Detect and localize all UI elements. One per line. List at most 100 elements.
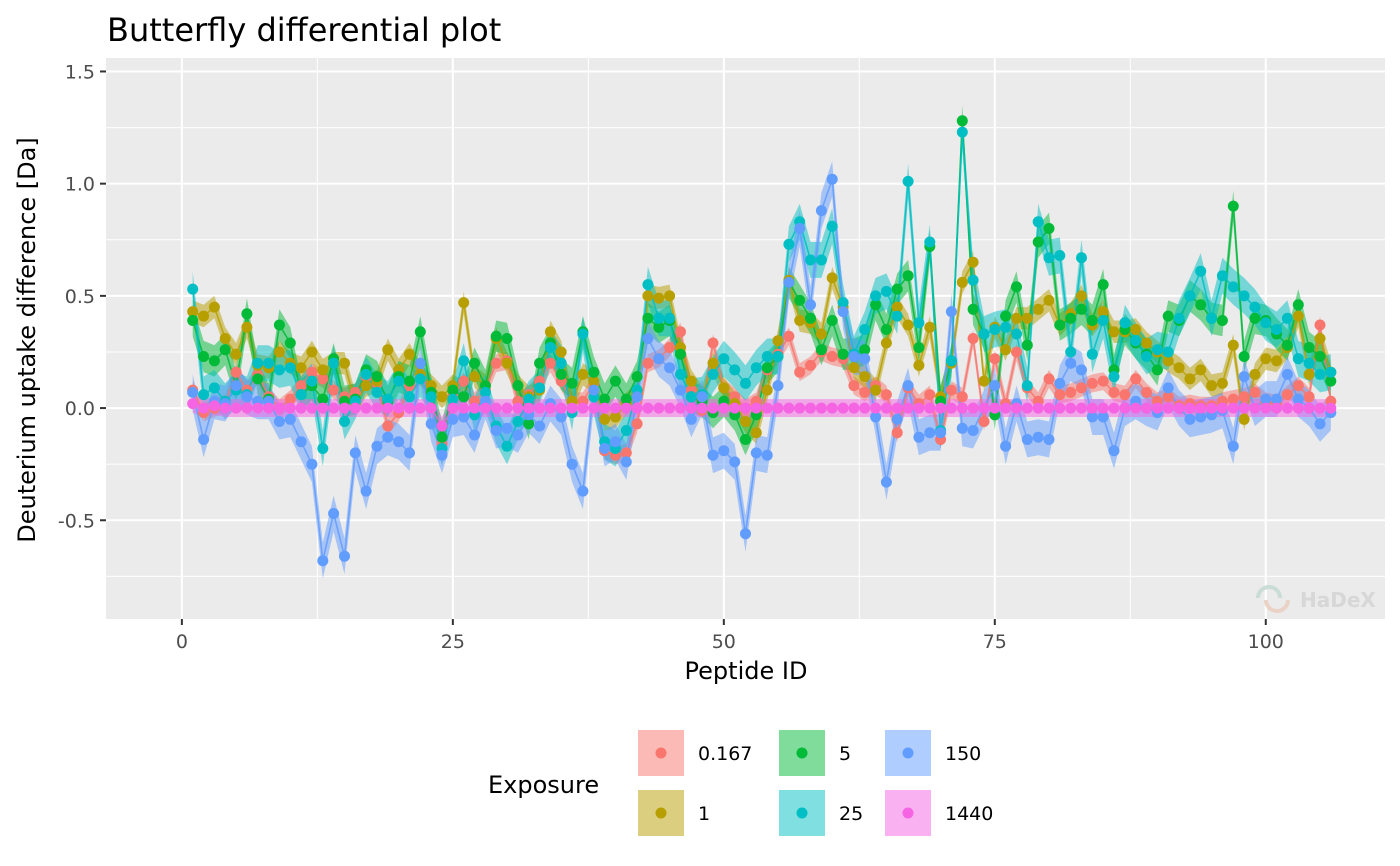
point-150	[1184, 413, 1196, 425]
point-150	[815, 205, 827, 217]
point-0.167	[1097, 375, 1109, 387]
point-1440	[523, 402, 535, 414]
point-0.167	[956, 391, 968, 403]
point-1440	[1108, 402, 1120, 414]
point-150	[447, 413, 459, 425]
point-1440	[761, 402, 773, 414]
point-1440	[848, 402, 860, 414]
point-25	[718, 353, 730, 365]
point-5	[284, 337, 296, 349]
point-1440	[512, 402, 524, 414]
point-25	[924, 236, 936, 248]
point-1440	[306, 402, 318, 414]
point-25	[1249, 301, 1261, 313]
point-1	[219, 333, 231, 344]
point-1	[1021, 312, 1033, 324]
chart-title: Butterfly differential plot	[107, 11, 501, 49]
point-1	[707, 357, 719, 369]
point-1	[1043, 294, 1055, 306]
point-1440	[1271, 402, 1283, 414]
point-150	[187, 386, 199, 398]
point-1440	[989, 402, 1001, 414]
point-1	[815, 328, 827, 340]
point-1440	[566, 402, 578, 414]
point-150	[328, 508, 340, 519]
point-150	[664, 362, 676, 374]
point-1	[208, 301, 220, 313]
point-150	[967, 425, 979, 436]
point-1	[339, 357, 350, 369]
point-1440	[620, 402, 632, 414]
point-0.167	[490, 357, 502, 369]
point-25	[1184, 290, 1196, 302]
point-150	[425, 418, 437, 430]
point-5	[1195, 299, 1207, 311]
point-25	[1011, 328, 1022, 340]
point-1440	[534, 402, 546, 414]
point-1	[1249, 368, 1261, 380]
point-1	[880, 337, 892, 349]
point-1	[978, 375, 990, 387]
point-1	[1162, 355, 1174, 367]
point-150	[1108, 445, 1120, 457]
point-25	[1130, 335, 1142, 347]
point-150	[1054, 377, 1066, 389]
point-150	[1162, 382, 1174, 394]
point-5	[870, 299, 882, 311]
point-0.167	[544, 357, 556, 369]
point-150	[588, 384, 600, 396]
line-0.167	[191, 324, 1332, 457]
point-5	[599, 393, 611, 405]
point-1	[1000, 344, 1012, 356]
point-25	[1054, 250, 1066, 261]
hadex-watermark: HaDeX	[1256, 585, 1376, 613]
y-tick-label: -0.5	[58, 510, 95, 532]
point-0.167	[1108, 386, 1120, 398]
point-1440	[675, 402, 686, 414]
point-1440	[783, 402, 795, 414]
point-1	[750, 427, 762, 439]
point-150	[794, 223, 806, 234]
point-0.167	[458, 375, 470, 387]
point-25	[1108, 371, 1120, 383]
point-150	[317, 555, 329, 567]
point-25	[1195, 265, 1207, 277]
point-1	[458, 297, 470, 309]
point-5	[490, 330, 502, 342]
point-1	[891, 301, 903, 313]
point-25	[187, 283, 199, 295]
point-1440	[794, 402, 806, 414]
point-150	[393, 436, 405, 448]
point-5	[913, 342, 925, 353]
point-25	[512, 416, 524, 427]
point-1440	[1162, 402, 1174, 414]
point-25	[404, 391, 415, 403]
point-150	[490, 425, 502, 436]
point-1	[187, 306, 199, 318]
point-1	[859, 371, 871, 383]
point-1440	[1249, 402, 1261, 414]
point-1	[794, 315, 806, 326]
point-1440	[328, 402, 340, 414]
point-25	[317, 443, 329, 454]
point-1440	[1130, 402, 1142, 414]
point-25	[1151, 344, 1163, 356]
point-150	[284, 413, 296, 425]
point-1440	[772, 402, 784, 414]
point-5	[967, 303, 979, 315]
point-1440	[935, 402, 947, 414]
point-25	[295, 389, 307, 401]
point-150	[783, 276, 795, 288]
point-1	[1260, 353, 1272, 365]
point-150	[1281, 368, 1293, 380]
series-points	[187, 115, 1337, 567]
point-25	[1216, 270, 1228, 282]
point-0.167	[1303, 391, 1315, 403]
point-0.167	[945, 384, 957, 396]
point-1440	[273, 402, 285, 414]
point-150	[696, 391, 708, 403]
point-1440	[685, 402, 697, 414]
point-150	[1195, 411, 1207, 423]
point-0.167	[675, 326, 686, 338]
point-1	[913, 359, 925, 371]
